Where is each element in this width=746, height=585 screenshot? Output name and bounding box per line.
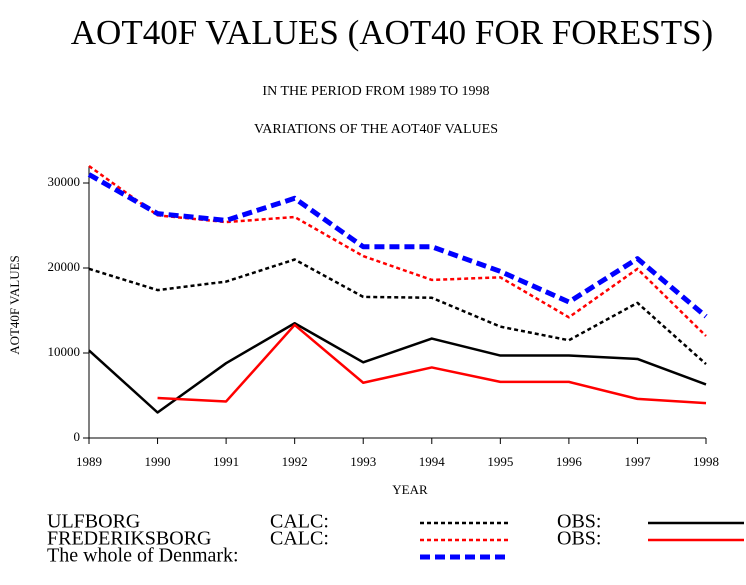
- legend-label: OBS:: [557, 528, 601, 550]
- chart-subtitle: VARIATIONS OF THE AOT40F VALUES: [254, 122, 498, 137]
- x-tick-label: 1997: [624, 454, 651, 469]
- y-tick-label: 0: [74, 429, 81, 444]
- x-tick-label: 1994: [419, 454, 446, 469]
- x-tick-label: 1989: [76, 454, 102, 469]
- legend-label: CALC:: [270, 528, 329, 550]
- x-tick-label: 1991: [213, 454, 239, 469]
- legend-label: OBS:: [557, 511, 601, 533]
- legend-group-label: The whole of Denmark:: [47, 545, 239, 567]
- y-axis-label: AOT40F VALUES: [7, 255, 22, 355]
- legend-group-label: ULFBORG: [47, 511, 140, 533]
- x-tick-label: 1993: [350, 454, 376, 469]
- legend-group-label: FREDERIKSBORG: [47, 528, 211, 550]
- x-tick-label: 1996: [556, 454, 583, 469]
- data-line: [88, 164, 707, 337]
- x-tick-label: 1992: [282, 454, 308, 469]
- y-tick-label: 20000: [48, 259, 81, 274]
- y-tick-label: 10000: [48, 344, 81, 359]
- x-axis-label: YEAR: [392, 482, 428, 497]
- x-tick-label: 1995: [487, 454, 513, 469]
- data-line: [157, 323, 707, 405]
- data-line: [87, 172, 708, 319]
- y-tick-label: 30000: [48, 174, 81, 189]
- chart-title: AOT40F VALUES (AOT40 FOR FORESTS): [71, 13, 713, 52]
- data-line: [88, 258, 707, 365]
- legend-label: CALC:: [270, 511, 329, 533]
- data-line: [88, 322, 707, 414]
- x-tick-label: 1998: [693, 454, 719, 469]
- x-tick-label: 1990: [145, 454, 171, 469]
- chart-subtitle: IN THE PERIOD FROM 1989 TO 1998: [262, 84, 489, 99]
